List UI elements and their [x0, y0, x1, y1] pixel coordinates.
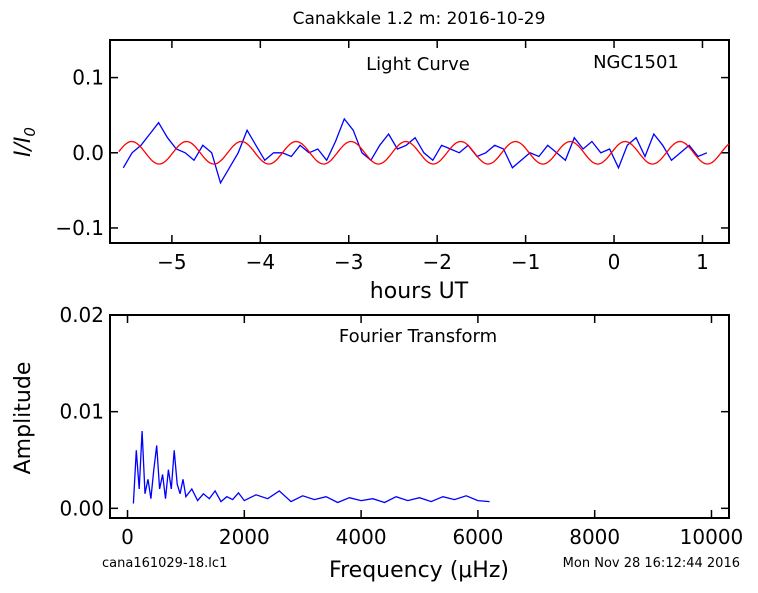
- xtick-label: 2000: [219, 525, 270, 549]
- xtick-label: 0: [608, 250, 621, 274]
- ytick-label: 0.02: [59, 303, 104, 327]
- ytick-label: 0.00: [59, 496, 104, 520]
- series-line-0: [122, 117, 708, 185]
- fourier-panel: Fourier Transform Amplitude Frequency (μ…: [11, 303, 743, 583]
- figure-title: Canakkale 1.2 m: 2016-10-29: [293, 9, 546, 29]
- fourier-series: [132, 430, 490, 504]
- fourier-ticks: 0 2000 4000 6000 8000 10000 0.00 0.01 0.02: [59, 303, 743, 549]
- ytick-label: 0.1: [72, 66, 104, 90]
- light-curve-frame: [109, 39, 730, 244]
- xtick-label: 6000: [452, 525, 503, 549]
- xtick-label: 4000: [336, 525, 387, 549]
- light-curve-xlabel: hours UT: [370, 279, 469, 304]
- xtick-label: −4: [246, 250, 275, 274]
- fourier-annotation: Fourier Transform: [339, 326, 497, 347]
- ytick-label: 0.01: [59, 400, 104, 424]
- series-line-1: [118, 140, 730, 165]
- light-curve-ylabel: I/I0: [11, 127, 39, 157]
- xtick-label: −3: [334, 250, 363, 274]
- file-label: cana161029-18.lc1: [102, 556, 227, 571]
- series-line-0: [132, 430, 490, 504]
- light-curve-annotation: Light Curve: [366, 54, 470, 75]
- xtick-label: −5: [157, 250, 186, 274]
- xtick-label: 1: [696, 250, 709, 274]
- xtick-label: 10000: [680, 525, 744, 549]
- xtick-label: 0: [121, 525, 134, 549]
- light-curve-series: [118, 117, 730, 185]
- fourier-frame: [109, 314, 730, 519]
- target-name-annotation: NGC1501: [593, 52, 679, 73]
- light-curve-panel: Light Curve NGC1501 hours UT I/I0 −5 −4 −3…: [11, 39, 730, 304]
- xtick-label: −1: [511, 250, 540, 274]
- ytick-label: 0.0: [72, 141, 104, 165]
- ytick-label: −0.1: [55, 216, 104, 240]
- xtick-label: 8000: [569, 525, 620, 549]
- timestamp-label: Mon Nov 28 16:12:44 2016: [563, 556, 740, 571]
- light-curve-ticks: −5 −4 −3 −2 −1 0 1 −0.1 0.0 0.1: [55, 40, 729, 274]
- fourier-ylabel: Amplitude: [11, 362, 36, 475]
- xtick-label: −2: [422, 250, 451, 274]
- fourier-xlabel: Frequency (μHz): [329, 558, 509, 583]
